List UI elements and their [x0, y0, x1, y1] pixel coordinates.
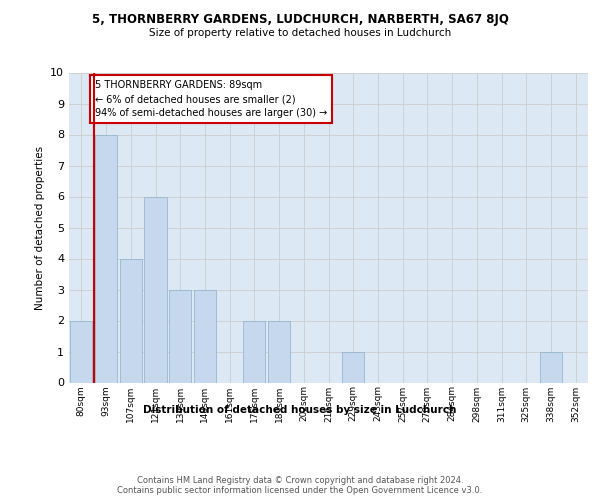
Bar — [95, 134, 117, 382]
Bar — [119, 258, 142, 382]
Bar — [70, 320, 92, 382]
Text: Contains HM Land Registry data © Crown copyright and database right 2024.
Contai: Contains HM Land Registry data © Crown c… — [118, 476, 482, 495]
Text: 5, THORNBERRY GARDENS, LUDCHURCH, NARBERTH, SA67 8JQ: 5, THORNBERRY GARDENS, LUDCHURCH, NARBER… — [92, 12, 508, 26]
Bar — [169, 290, 191, 382]
Bar — [243, 320, 265, 382]
Bar — [268, 320, 290, 382]
Text: 5 THORNBERRY GARDENS: 89sqm
← 6% of detached houses are smaller (2)
94% of semi-: 5 THORNBERRY GARDENS: 89sqm ← 6% of deta… — [95, 80, 328, 118]
Text: Distribution of detached houses by size in Ludchurch: Distribution of detached houses by size … — [143, 405, 457, 415]
Bar — [540, 352, 562, 382]
Bar — [145, 196, 167, 382]
Text: Size of property relative to detached houses in Ludchurch: Size of property relative to detached ho… — [149, 28, 451, 38]
Bar — [194, 290, 216, 382]
Y-axis label: Number of detached properties: Number of detached properties — [35, 146, 44, 310]
Bar — [342, 352, 364, 382]
